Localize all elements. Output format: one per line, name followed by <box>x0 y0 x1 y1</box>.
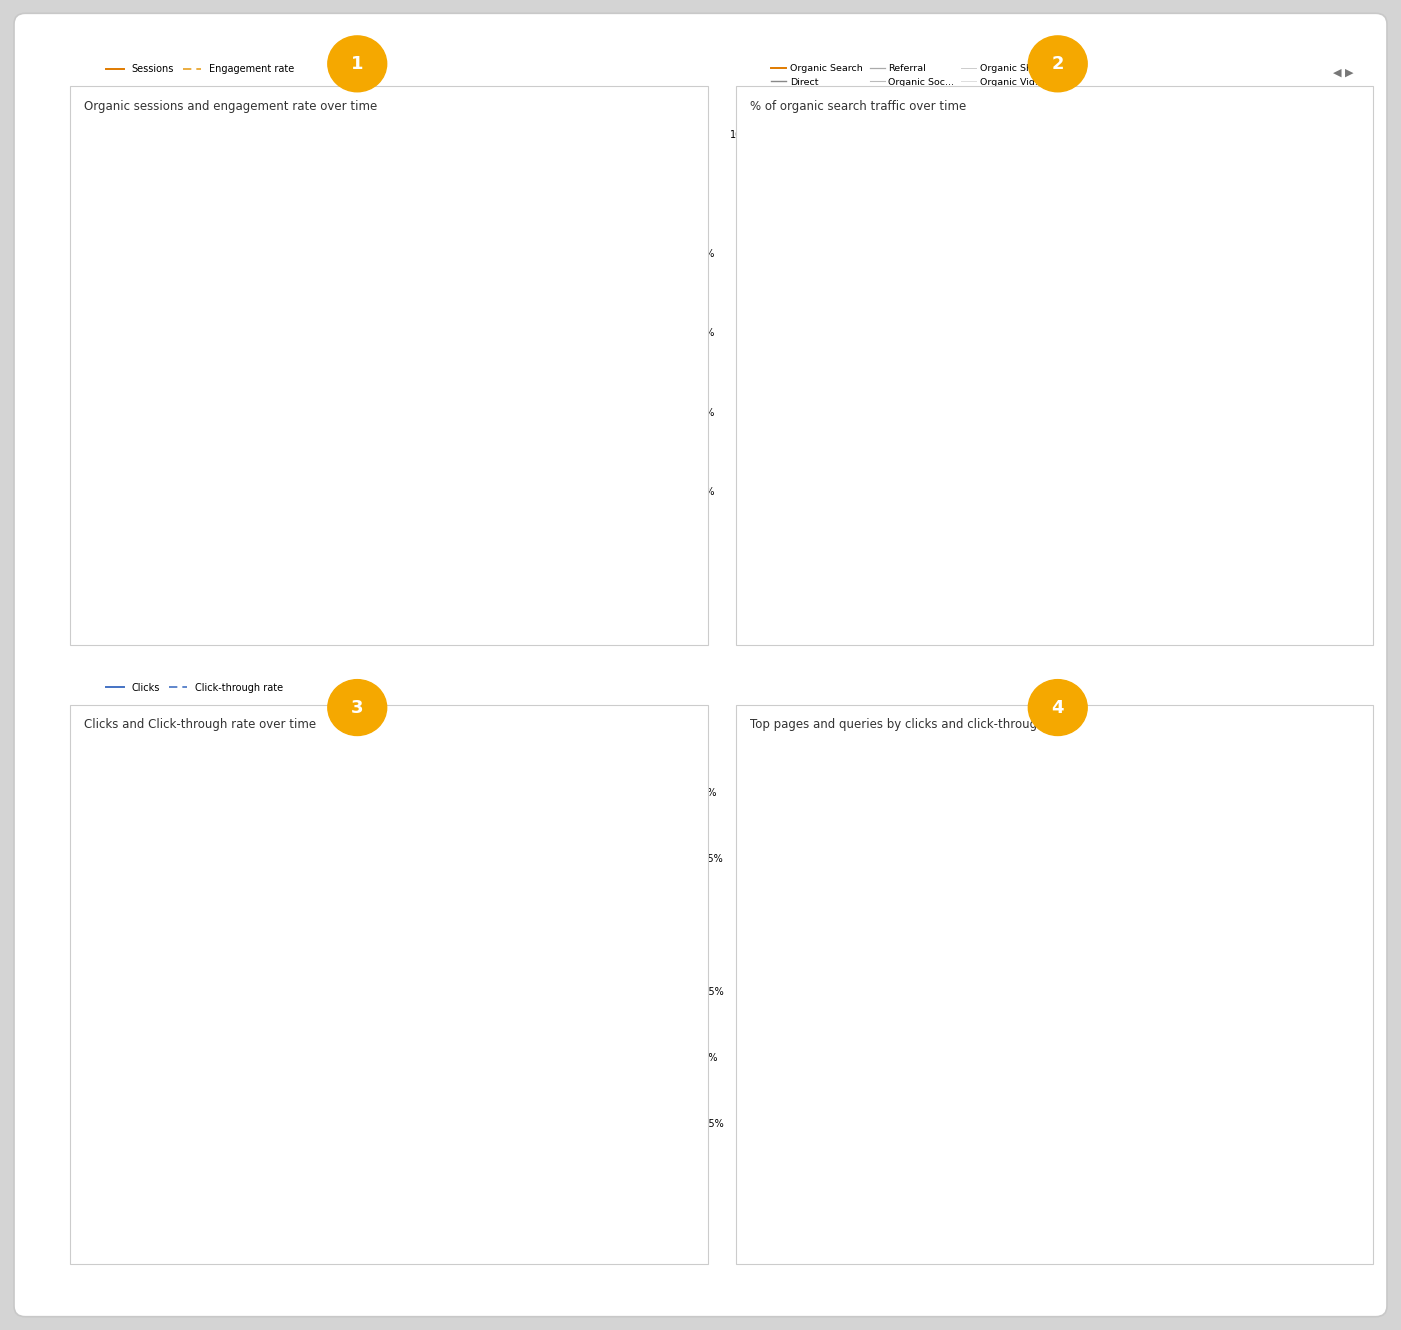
Text: search/docs/cra...: search/docs/cra... <box>752 928 842 938</box>
Bar <box>974 1185 982 1198</box>
Text: 4.4%: 4.4% <box>1226 928 1251 938</box>
Text: ›: › <box>1341 1226 1345 1236</box>
Text: 6.8K: 6.8K <box>932 1075 954 1085</box>
Legend: Sessions, Engagement rate: Sessions, Engagement rate <box>102 60 298 78</box>
Text: 7.4%↑: 7.4%↑ <box>1316 1112 1349 1123</box>
Legend: Clicks, Click-through rate: Clicks, Click-through rate <box>102 678 287 697</box>
Text: -12.8%↓: -12.8%↓ <box>1306 928 1349 938</box>
Text: ›: › <box>1341 970 1345 979</box>
Text: 16.5%↑: 16.5%↑ <box>1121 928 1160 938</box>
Text: -7.6%↓: -7.6%↓ <box>1122 811 1159 821</box>
Text: Clicks ▾: Clicks ▾ <box>932 749 974 758</box>
Text: 12.0%↑: 12.0%↑ <box>1121 1112 1160 1123</box>
FancyBboxPatch shape <box>747 758 1362 797</box>
Text: 0.6%: 0.6% <box>1226 888 1251 899</box>
Text: search/docs/ap...: search/docs/ap... <box>752 850 838 861</box>
Text: 25.1%↑: 25.1%↑ <box>1121 1149 1160 1160</box>
Text: 13.7%↑: 13.7%↑ <box>1310 1149 1349 1160</box>
Text: Clicks and Click-through rate over time: Clicks and Click-through rate over time <box>84 718 317 732</box>
Text: -1.9%↓: -1.9%↓ <box>1313 773 1349 782</box>
Text: seo optimization: seo optimization <box>752 1149 835 1160</box>
Text: 6.6%: 6.6% <box>1226 811 1251 821</box>
Text: % Δ: % Δ <box>1117 749 1139 758</box>
Text: 1.0%: 1.0% <box>1226 1149 1251 1160</box>
Legend: Organic Search, Direct, Referral, Organic Soc..., Organic Sho..., Organic Vid...: Organic Search, Direct, Referral, Organi… <box>768 60 1051 90</box>
Text: 2: 2 <box>1052 55 1063 73</box>
Bar <box>974 770 1097 785</box>
Text: seo: seo <box>752 1037 771 1048</box>
Text: 1.4%: 1.4% <box>1226 1186 1251 1196</box>
Bar <box>974 1111 989 1124</box>
Text: 6.2%: 6.2% <box>1226 1112 1251 1123</box>
Text: 2.2K: 2.2K <box>932 1112 954 1123</box>
Text: 94.1K: 94.1K <box>932 811 960 821</box>
Text: 1.2K: 1.2K <box>932 1149 954 1160</box>
Text: ‹: ‹ <box>1304 970 1309 979</box>
Text: 0.7%: 0.7% <box>1226 1037 1251 1048</box>
Text: ‹: ‹ <box>1304 1226 1309 1236</box>
Text: seo google: seo google <box>752 1112 807 1123</box>
Text: 20.2%↑: 20.2%↑ <box>1121 773 1160 782</box>
Text: 5.0%: 5.0% <box>1226 773 1251 782</box>
Text: 110K: 110K <box>932 773 957 782</box>
Text: seo meaning: seo meaning <box>752 1186 817 1196</box>
FancyBboxPatch shape <box>747 1099 1362 1136</box>
Text: -7.1%↓: -7.1%↓ <box>1313 850 1349 861</box>
Bar <box>974 849 1042 862</box>
Text: 6.9%↑: 6.9%↑ <box>1316 888 1349 899</box>
Text: % of organic search traffic over time: % of organic search traffic over time <box>750 100 965 113</box>
Bar <box>974 1036 1097 1049</box>
Text: % Δ: % Δ <box>1327 1015 1349 1025</box>
Text: google seo: google seo <box>752 1075 807 1085</box>
Text: search/docs/ap...: search/docs/ap... <box>752 811 838 821</box>
Bar <box>974 887 1040 900</box>
Text: 1.2K: 1.2K <box>932 1186 954 1196</box>
Text: Queries: Queries <box>752 1015 799 1025</box>
Text: Top pages and queries by clicks and click-through rate: Top pages and queries by clicks and clic… <box>750 718 1072 732</box>
Bar <box>974 810 1080 823</box>
Text: 3: 3 <box>352 698 363 717</box>
Text: 4.1%↑: 4.1%↑ <box>1124 850 1157 861</box>
Text: Clicks ▾: Clicks ▾ <box>932 1015 974 1025</box>
Text: 90.6%↑: 90.6%↑ <box>1310 1186 1349 1196</box>
Text: 1 - 10 / 11113: 1 - 10 / 11113 <box>1226 970 1290 979</box>
Text: Organic sessions and engagement rate over time: Organic sessions and engagement rate ove… <box>84 100 377 113</box>
Text: -4.1%↓: -4.1%↓ <box>1313 1037 1349 1048</box>
Text: 21.4K: 21.4K <box>932 928 960 938</box>
Text: 9.4%↑: 9.4%↑ <box>1316 1075 1349 1085</box>
Text: 60.9K: 60.9K <box>932 850 960 861</box>
Text: search/docs/fu...: search/docs/fu... <box>752 888 836 899</box>
Text: -4.8%↓: -4.8%↓ <box>1313 811 1349 821</box>
Text: ◀ ▶: ◀ ▶ <box>1334 68 1353 77</box>
Text: 13.0%↑: 13.0%↑ <box>1121 1075 1160 1085</box>
Text: search/docs/ap...: search/docs/ap... <box>752 773 838 782</box>
Bar <box>974 1148 982 1161</box>
Text: CTR: CTR <box>1215 1015 1238 1025</box>
Bar <box>974 1073 1019 1087</box>
Text: 16.9%↑: 16.9%↑ <box>1121 888 1160 899</box>
Text: 4: 4 <box>1052 698 1063 717</box>
Text: 5.0%: 5.0% <box>1226 1075 1251 1085</box>
Text: Page: Page <box>752 749 782 758</box>
Text: 58.7K: 58.7K <box>932 888 960 899</box>
Bar <box>974 926 999 940</box>
Text: 1 - 10 / 10527: 1 - 10 / 10527 <box>1226 1226 1290 1236</box>
Text: 1: 1 <box>352 55 363 73</box>
Text: % Δ: % Δ <box>1117 1015 1139 1025</box>
Text: 19K: 19K <box>932 1037 950 1048</box>
Text: 37.8%↑: 37.8%↑ <box>1121 1186 1160 1196</box>
Text: CTR: CTR <box>1215 749 1238 758</box>
Text: 6.6%: 6.6% <box>1226 850 1251 861</box>
Text: 11.2%↑: 11.2%↑ <box>1121 1037 1160 1048</box>
Text: % Δ: % Δ <box>1327 749 1349 758</box>
